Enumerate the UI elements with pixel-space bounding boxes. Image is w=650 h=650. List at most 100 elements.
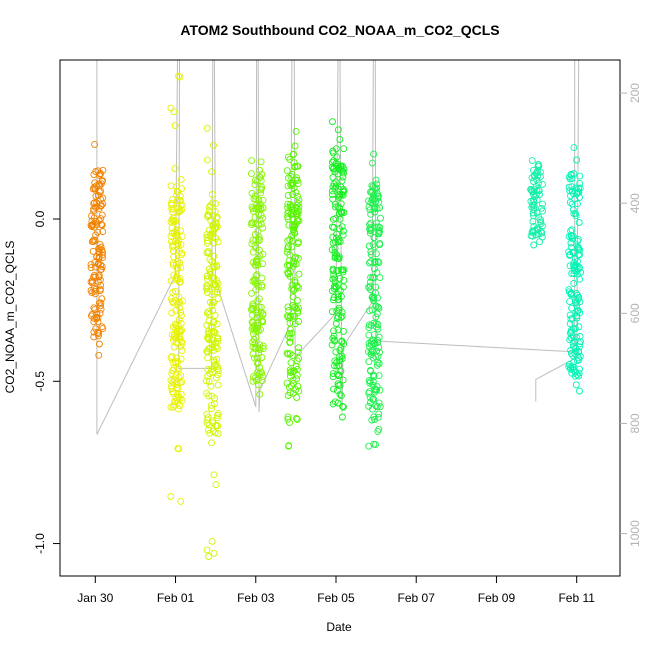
data-point [252, 334, 260, 342]
data-point [295, 270, 303, 278]
data-point [366, 229, 374, 237]
data-point [566, 198, 574, 206]
data-point [332, 234, 340, 242]
data-point [573, 156, 581, 164]
data-point [376, 224, 384, 231]
data-point [211, 400, 218, 408]
data-point [203, 124, 211, 132]
data-point [575, 323, 583, 331]
data-point [176, 304, 184, 312]
data-point [284, 392, 292, 399]
data-point [567, 349, 575, 357]
data-point [373, 184, 381, 192]
series-flight-2 [167, 72, 187, 505]
data-point [214, 410, 222, 418]
data-point [253, 324, 261, 332]
data-point [203, 419, 211, 427]
data-point [292, 253, 300, 261]
data-point [89, 247, 97, 255]
data-point [332, 145, 340, 153]
data-point [176, 395, 184, 403]
data-point [286, 369, 294, 377]
data-point [339, 231, 347, 239]
data-point [337, 344, 345, 352]
data-point [176, 336, 184, 344]
data-point [372, 185, 379, 193]
data-point [336, 190, 344, 198]
data-point [172, 394, 180, 402]
data-point [178, 347, 186, 354]
data-point [204, 354, 212, 362]
data-point [370, 413, 378, 421]
data-point [336, 225, 344, 233]
x-tick-label: Feb 01 [157, 591, 195, 605]
data-point [205, 330, 213, 338]
data-point [529, 209, 537, 217]
data-point [258, 274, 266, 282]
data-point [534, 162, 542, 170]
data-point [572, 368, 580, 376]
data-point [95, 273, 103, 281]
data-point [336, 136, 344, 143]
data-point [250, 354, 258, 362]
data-point [338, 337, 346, 345]
data-point [375, 360, 383, 367]
data-point [284, 192, 292, 199]
data-point [253, 326, 261, 334]
data-point [95, 332, 102, 340]
right-tick-label: 400 [628, 193, 642, 213]
data-point [248, 289, 256, 297]
data-point [253, 177, 261, 185]
data-point [171, 122, 179, 129]
data-point [214, 430, 222, 437]
data-point [87, 278, 95, 286]
data-point [567, 315, 575, 323]
data-point [289, 287, 297, 294]
data-point [256, 390, 264, 398]
data-point [93, 182, 100, 190]
data-point [340, 187, 348, 195]
data-point [207, 382, 215, 390]
data-point [95, 340, 103, 348]
data-point [285, 261, 293, 269]
data-point [367, 227, 375, 235]
data-point [332, 214, 340, 222]
data-point [577, 268, 585, 276]
data-point [88, 238, 96, 245]
data-point [285, 332, 292, 340]
data-point [175, 365, 183, 373]
data-point [294, 309, 302, 317]
data-point [252, 272, 260, 280]
data-point [371, 339, 379, 347]
data-point [95, 253, 103, 261]
data-point [334, 126, 342, 134]
data-point [90, 304, 98, 312]
data-point [375, 198, 383, 206]
series-flight-4 [247, 157, 267, 398]
data-point [204, 211, 212, 219]
data-point [376, 274, 384, 282]
data-point [373, 310, 381, 318]
data-point [255, 295, 263, 303]
data-point [206, 270, 214, 278]
data-point [96, 245, 104, 253]
x-tick-label: Feb 09 [478, 591, 516, 605]
data-point [175, 72, 183, 80]
data-point [211, 328, 219, 336]
data-point [338, 177, 346, 185]
data-point [257, 211, 265, 219]
data-point [330, 336, 338, 344]
data-point [329, 296, 337, 304]
data-point [93, 315, 101, 322]
data-point [370, 234, 378, 242]
data-point [283, 349, 291, 357]
data-point [370, 191, 378, 199]
data-point [293, 217, 301, 225]
data-point [295, 238, 302, 246]
data-point [337, 392, 345, 400]
data-point [375, 333, 383, 341]
x-tick-label: Feb 07 [398, 591, 436, 605]
data-point [92, 203, 99, 211]
data-point [90, 333, 98, 341]
data-point [214, 381, 222, 389]
